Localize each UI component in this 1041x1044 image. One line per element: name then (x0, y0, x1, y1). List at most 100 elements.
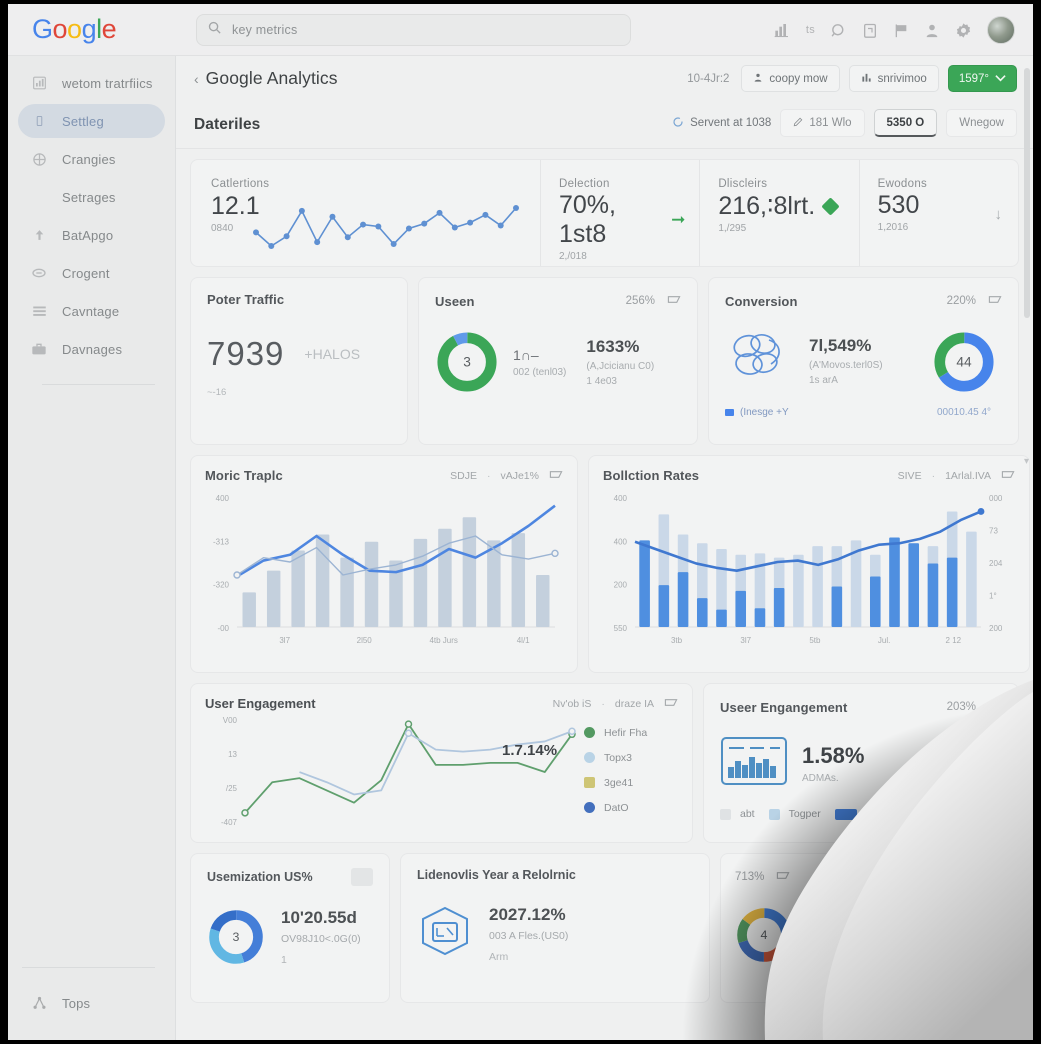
bottom-card-lidenovlis: Lidenovlis Year a Relolrnic (400, 853, 710, 1003)
legend-label: 3ge41 (604, 776, 634, 789)
kpi-card-pct: 256% (625, 295, 655, 307)
kpi-foot: ~-16 (207, 387, 227, 398)
toolbar-icons: ts (773, 16, 1015, 44)
sidebar-item-davnages[interactable]: Davnages (18, 332, 165, 366)
chip-swatch (768, 808, 780, 820)
svg-text:2 12: 2 12 (946, 636, 962, 645)
card-menu-icon[interactable] (667, 292, 681, 310)
bottom-card-pct: 713% (735, 871, 765, 883)
sidebar-item-crangies[interactable]: Crangies (18, 142, 165, 176)
edit-button[interactable]: 181 Wlo (780, 109, 865, 137)
legend-item[interactable]: DatO (584, 802, 647, 814)
snrivimoo-button[interactable]: snrivimoo (848, 65, 939, 92)
chip-item[interactable]: Togper (768, 808, 821, 820)
person-icon[interactable] (924, 22, 940, 39)
chart-meta: SIVE · 1Arlal.IVA (898, 469, 1015, 483)
kpi-card-title: Poter Traffic (207, 292, 285, 307)
date-range-button[interactable]: 1597° (947, 65, 1017, 92)
bottom-card-meta: 713% (735, 868, 790, 886)
gear-icon[interactable] (955, 22, 972, 39)
window-button[interactable]: Wnegow (946, 109, 1017, 137)
conversion-stat-value: 7l,549% (809, 336, 872, 355)
screenshot-icon[interactable] (862, 22, 878, 39)
summary-cell-sub: 1,/295 (718, 223, 747, 234)
svg-text:5tb: 5tb (809, 636, 821, 645)
sidebar-item-cavntage[interactable]: Cavntage (18, 294, 165, 328)
engagement-chips: abt Togper (720, 808, 1002, 820)
engagement-value: 1.58% (802, 742, 865, 768)
dashboard-content: Catlertions 12.1 0840 Delection 70%, 1st… (176, 149, 1033, 1003)
chip-swatch (720, 808, 731, 820)
copy-now-button[interactable]: coopy mow (741, 65, 840, 92)
summary-sparkline-label: Catlertions (211, 178, 270, 190)
chart-meta: SDJE · vAJe1% (450, 469, 563, 483)
briefcase-icon (30, 342, 48, 356)
sidebar-item-crogent[interactable]: Crogent (18, 256, 165, 290)
sidebar-item-label: Cavntage (62, 303, 120, 319)
chevron-down-icon (995, 73, 1006, 85)
sub-header-actions: Servent at 1038 181 Wlo 5350 O Wnegow (672, 109, 1017, 137)
card-menu-icon[interactable] (549, 469, 563, 483)
card-menu-icon[interactable] (988, 292, 1002, 310)
card-menu-icon[interactable] (1001, 469, 1015, 483)
svg-text:44: 44 (956, 355, 972, 370)
card-menu-icon[interactable] (776, 868, 790, 886)
kpi-card-header: Useer Engangement 203% (720, 698, 1002, 716)
svg-text:400: 400 (614, 494, 628, 503)
sidebar-item-label: Settleg (62, 113, 104, 129)
sidebar-item-settleg[interactable]: Settleg (18, 104, 165, 138)
analytics-icon[interactable] (773, 22, 791, 38)
legend-square-icon (584, 777, 595, 788)
bottom-card-value: 2027.12% (489, 904, 566, 924)
sidebar-item-label: Crogent (62, 265, 110, 281)
svg-text:Jul.: Jul. (878, 636, 890, 645)
svg-text:400: 400 (216, 494, 230, 503)
scribble-icon (733, 333, 780, 375)
summary-cell-sub: 2,/018 (559, 251, 587, 262)
sub-header: Dateriles Servent at 1038 (176, 101, 1033, 149)
svg-text:4tb Jurs: 4tb Jurs (429, 636, 457, 645)
chip-item[interactable] (834, 808, 866, 820)
card-menu-icon[interactable] (664, 697, 678, 711)
svg-text:-313: -313 (213, 537, 230, 546)
sidebar-item-wetom-tratrfiics[interactable]: wetom tratrfiics (18, 66, 165, 100)
legend-label: Hefir Fha (604, 726, 648, 739)
bottom-card-title: Convermization ( (861, 868, 963, 882)
card-menu-icon[interactable] (988, 698, 1002, 716)
active-filter-label: 5350 O (886, 116, 925, 129)
logo-letter-g2: g (81, 14, 97, 44)
chart-title: Moric Traplc (205, 468, 283, 483)
legend-item[interactable]: 3ge41 (584, 777, 647, 789)
chart-meta-0: SIVE (897, 469, 922, 482)
summary-cell-label: Delection (559, 178, 610, 190)
chip-item[interactable]: abt (720, 808, 755, 820)
sidebar-item-setrages[interactable]: Setrages (18, 180, 165, 214)
search-icon[interactable] (830, 22, 847, 39)
placeholder-box[interactable] (351, 868, 373, 886)
diamond-green-icon (821, 196, 840, 216)
bottom-card-value: 10'20.55d (281, 908, 357, 927)
svg-text:3: 3 (463, 355, 471, 370)
flag-icon[interactable] (893, 22, 909, 39)
legend-item[interactable]: Hefir Fha (584, 727, 647, 739)
search-input-value[interactable]: key metrics (232, 23, 298, 37)
search-bar[interactable]: key metrics (196, 14, 631, 46)
chip-label: Togper (788, 808, 821, 820)
kpi-card-body: 1.58% ADMAs. 83 (720, 734, 1002, 792)
scrollbar[interactable] (1024, 68, 1030, 318)
active-filter-button[interactable]: 5350 O (873, 109, 938, 137)
avatar[interactable] (987, 16, 1015, 44)
svg-text:200: 200 (989, 624, 1003, 633)
sidebar-item-tops[interactable]: Tops (18, 986, 165, 1020)
legend-item[interactable]: Topx3 (584, 752, 647, 764)
back-chevron-icon[interactable]: ‹ (194, 70, 199, 87)
sidebar-item-batapgo[interactable]: BatApgo (18, 218, 165, 252)
refresh-icon[interactable] (672, 116, 684, 131)
device-icon (30, 113, 48, 129)
bottom-card-sub2: Arm (489, 950, 509, 963)
conversion-scribble-group: (Inesge +Y (725, 330, 795, 418)
engagement-donut-chart: 83 (946, 736, 1000, 790)
google-logo[interactable]: Google (32, 14, 117, 45)
kpi-card-body: 7939 +HALOS (207, 335, 391, 373)
